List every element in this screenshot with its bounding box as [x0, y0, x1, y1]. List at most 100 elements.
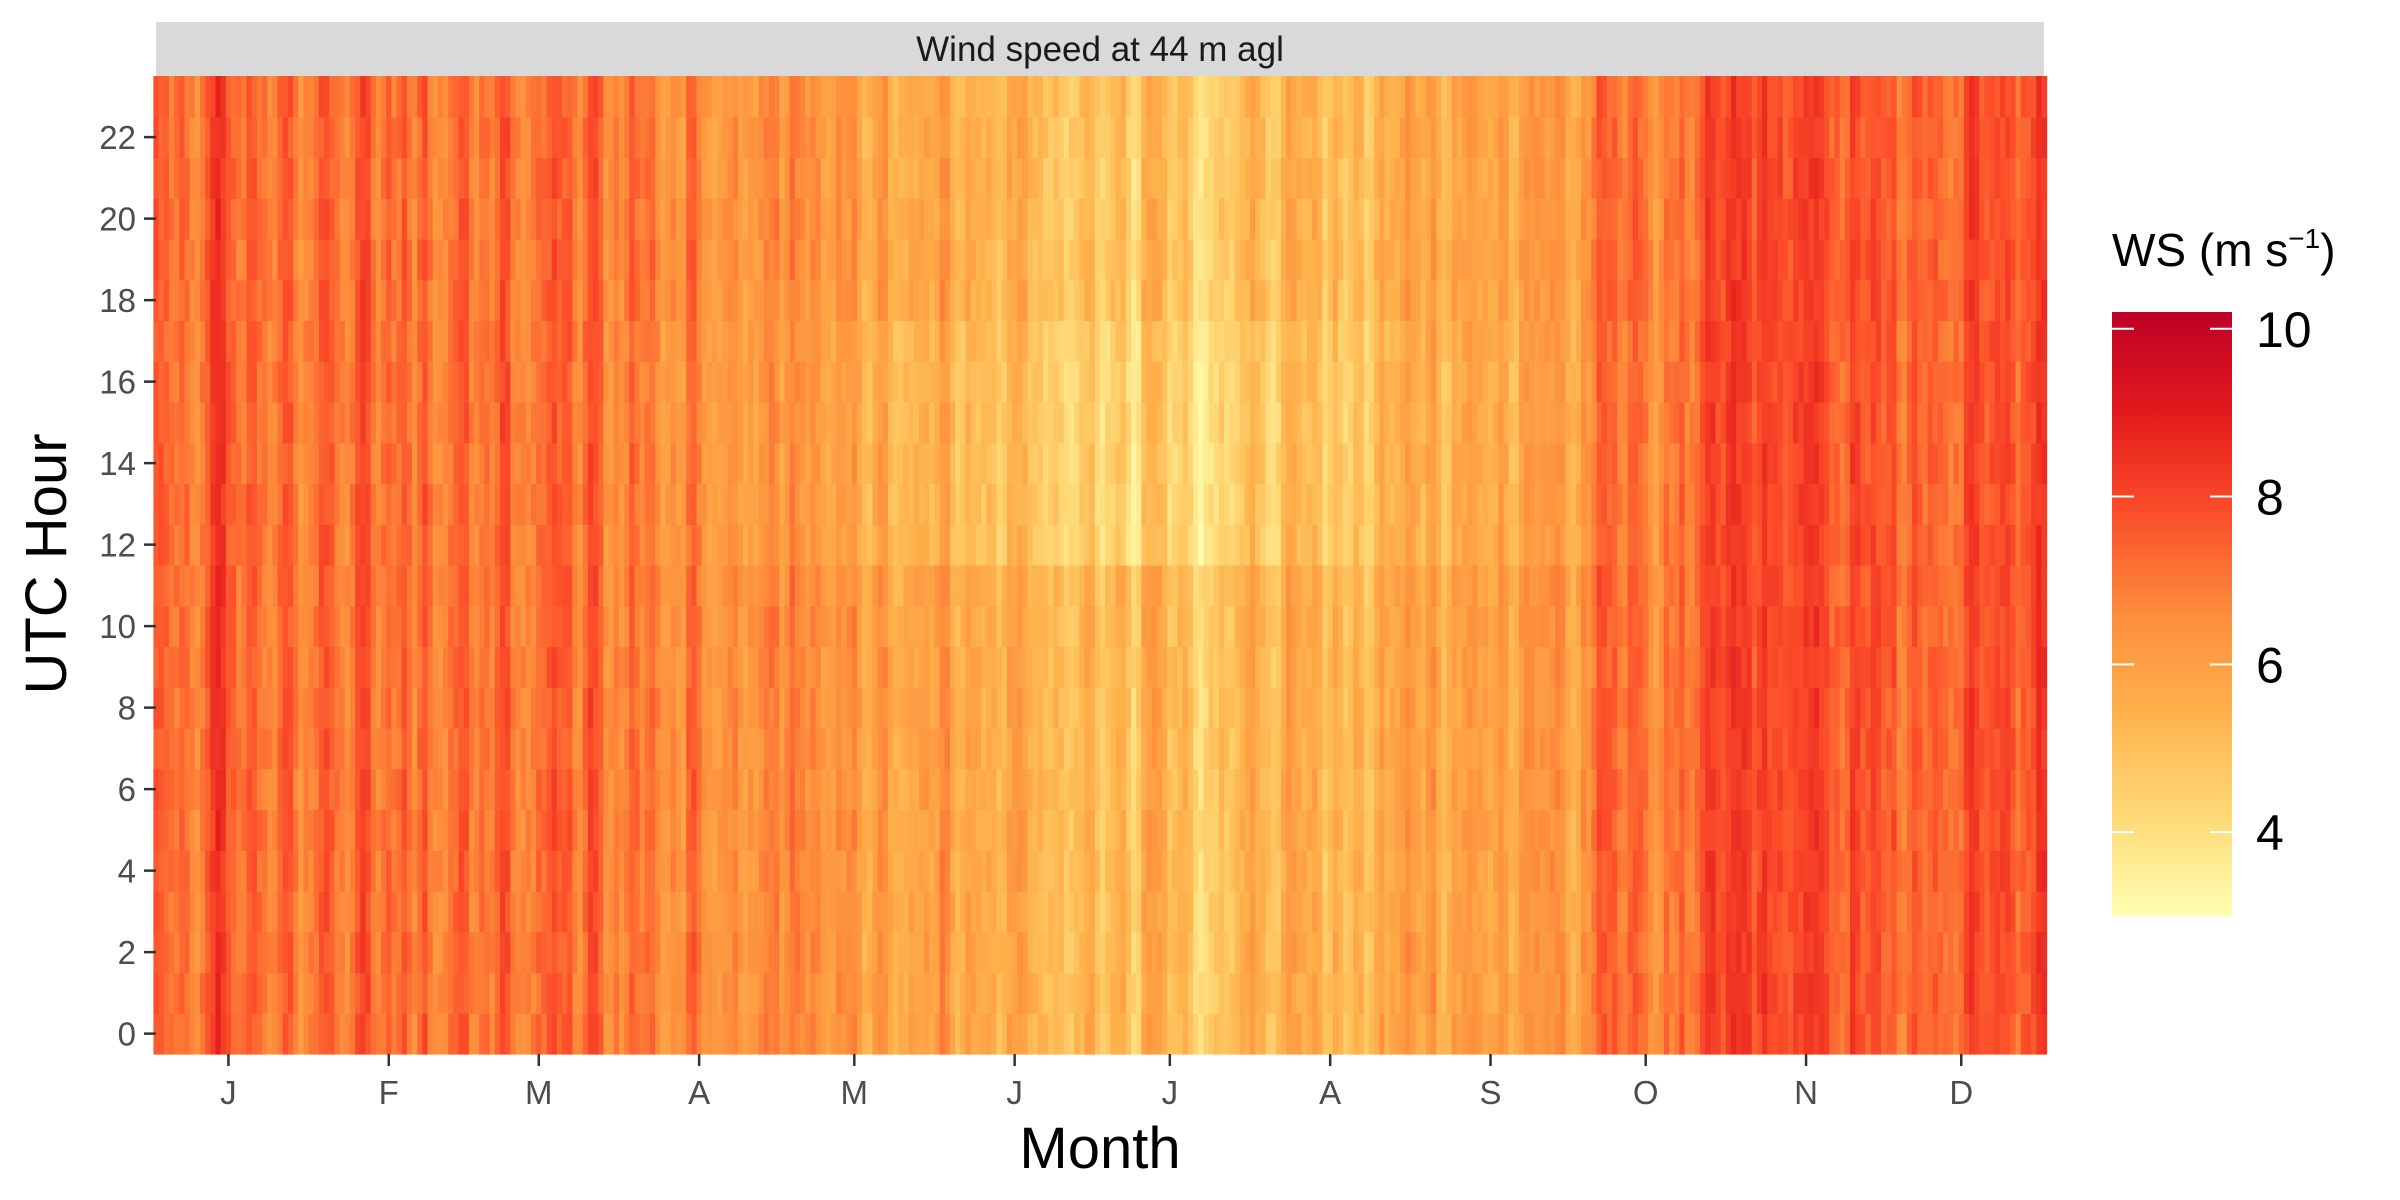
heatmap-cell — [525, 972, 532, 1014]
heatmap-cell — [1115, 361, 1122, 403]
heatmap-cell — [422, 442, 429, 485]
heatmap-cell — [846, 768, 853, 811]
heatmap-cell — [484, 442, 491, 485]
heatmap-cell — [758, 605, 765, 648]
heatmap-cell — [681, 1013, 687, 1055]
heatmap-cell — [701, 524, 708, 566]
heatmap-cell — [220, 728, 227, 770]
heatmap-cell — [1141, 320, 1148, 362]
heatmap-cell — [303, 768, 310, 811]
heatmap-cell — [582, 687, 589, 729]
heatmap-cell — [1198, 76, 1205, 118]
heatmap-cell — [608, 402, 615, 444]
heatmap-cell — [1110, 361, 1117, 403]
heatmap-cell — [267, 809, 273, 851]
heatmap-cell — [903, 239, 910, 281]
heatmap-cell — [515, 279, 522, 322]
heatmap-cell — [355, 687, 361, 729]
heatmap-cell — [324, 809, 330, 851]
heatmap-cell — [867, 687, 873, 729]
heatmap-cell — [949, 931, 956, 974]
heatmap-cell — [991, 972, 998, 1014]
heatmap-cell — [168, 931, 175, 974]
heatmap-cell — [991, 198, 998, 240]
heatmap-cell — [1074, 1013, 1080, 1055]
heatmap-cell — [567, 605, 573, 648]
heatmap-cell — [282, 972, 289, 1014]
heatmap-cell — [955, 646, 961, 688]
heatmap-cell — [603, 402, 610, 444]
heatmap-cell — [344, 891, 351, 933]
heatmap-cell — [184, 605, 191, 648]
heatmap-cell — [293, 605, 299, 648]
heatmap-cell — [825, 524, 832, 566]
heatmap-cell — [510, 565, 517, 607]
heatmap-cell — [784, 524, 791, 566]
heatmap-cell — [717, 76, 723, 118]
heatmap-cell — [153, 402, 160, 444]
heatmap-cell — [448, 1013, 455, 1055]
heatmap-cell — [324, 483, 330, 525]
heatmap-cell — [313, 687, 320, 729]
heatmap-cell — [381, 320, 387, 362]
heatmap-cell — [406, 605, 413, 648]
heatmap-cell — [541, 972, 548, 1014]
heatmap-cell — [1125, 972, 1132, 1014]
heatmap-cell — [929, 972, 936, 1014]
heatmap-cell — [277, 809, 284, 851]
heatmap-cell — [1063, 605, 1070, 648]
heatmap-cell — [949, 605, 956, 648]
heatmap-cell — [634, 687, 641, 729]
heatmap-cell — [1115, 687, 1122, 729]
heatmap-cell — [551, 279, 558, 322]
heatmap-cell — [763, 198, 770, 240]
heatmap-cell — [525, 605, 532, 648]
heatmap-cell — [1079, 809, 1086, 851]
heatmap-cell — [1167, 565, 1173, 607]
heatmap-cell — [262, 646, 268, 688]
heatmap-cell — [158, 361, 165, 403]
heatmap-cell — [603, 687, 610, 729]
heatmap-cell — [856, 565, 863, 607]
heatmap-cell — [681, 483, 687, 525]
heatmap-cell — [887, 768, 894, 811]
heatmap-cell — [965, 891, 972, 933]
heatmap-cell — [810, 646, 817, 688]
heatmap-cell — [799, 320, 806, 362]
heatmap-cell — [1162, 728, 1168, 770]
heatmap-cell — [644, 565, 651, 607]
heatmap-cell — [474, 605, 480, 648]
heatmap-cell — [944, 116, 951, 159]
heatmap-cell — [541, 687, 548, 729]
heatmap-cell — [779, 402, 786, 444]
heatmap-cell — [329, 891, 336, 933]
heatmap-cell — [572, 646, 579, 688]
heatmap-cell — [727, 768, 734, 811]
heatmap-cell — [272, 76, 279, 118]
heatmap-cell — [887, 157, 894, 199]
heatmap-cell — [168, 728, 175, 770]
heatmap-cell — [634, 198, 641, 240]
heatmap-cell — [225, 728, 232, 770]
heatmap-cell — [1151, 402, 1158, 444]
heatmap-cell — [556, 728, 563, 770]
heatmap-cell — [593, 605, 599, 648]
heatmap-cell — [991, 157, 998, 199]
heatmap-cell — [618, 605, 625, 648]
heatmap-cell — [541, 198, 548, 240]
heatmap-cell — [1177, 687, 1184, 729]
heatmap-cell — [949, 646, 956, 688]
heatmap-cell — [727, 565, 734, 607]
heatmap-cell — [531, 442, 537, 485]
heatmap-cell — [1208, 483, 1215, 525]
heatmap-cell — [577, 279, 584, 322]
heatmap-cell — [955, 402, 961, 444]
heatmap-cell — [401, 728, 408, 770]
heatmap-cell — [1053, 809, 1060, 851]
heatmap-cell — [381, 402, 387, 444]
heatmap-cell — [949, 1013, 956, 1055]
heatmap-cell — [1156, 442, 1163, 485]
heatmap-cell — [174, 76, 180, 118]
heatmap-cell — [753, 605, 760, 648]
heatmap-cell — [743, 605, 749, 648]
